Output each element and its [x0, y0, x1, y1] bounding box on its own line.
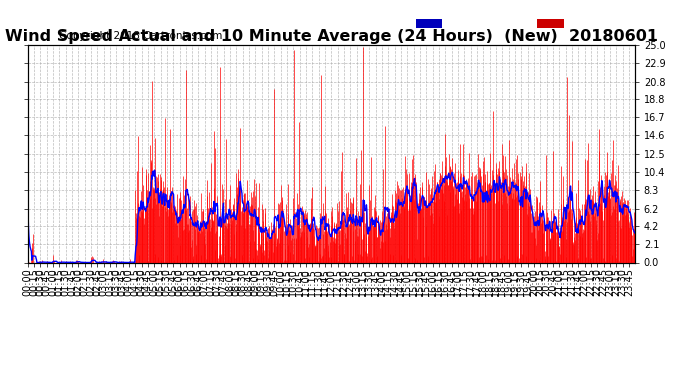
Legend: 10 Min Avg (mph), Wind (mph): 10 Min Avg (mph), Wind (mph): [414, 16, 629, 31]
Title: Wind Speed Actual and 10 Minute Average (24 Hours)  (New)  20180601: Wind Speed Actual and 10 Minute Average …: [5, 29, 658, 44]
Text: Copyright 2018 Cartronics.com: Copyright 2018 Cartronics.com: [59, 32, 222, 41]
